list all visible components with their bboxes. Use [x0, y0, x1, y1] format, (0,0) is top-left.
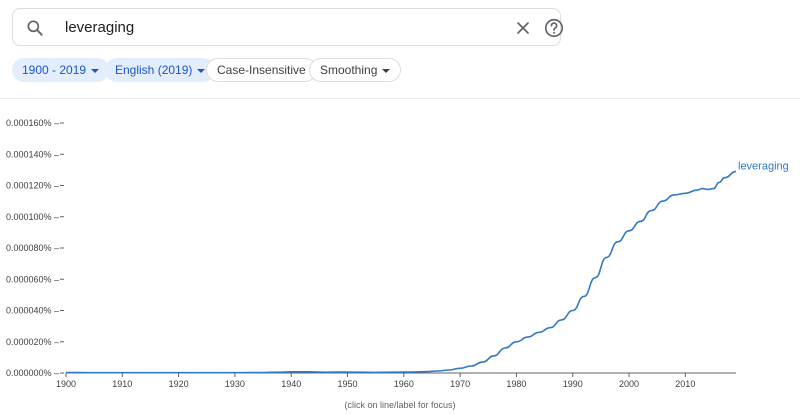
chevron-down-icon: [91, 68, 100, 73]
x-tick-label: 1910: [112, 379, 132, 389]
chevron-down-icon: [382, 68, 391, 73]
case-label: Case-Insensitive: [217, 63, 306, 77]
ngram-chart: 0.000000% – 0.000020% – 0.000040% – 0.00006…: [6, 118, 789, 410]
y-tick-label: 0.000160% –: [6, 118, 59, 128]
corpus-label: English (2019): [115, 63, 193, 77]
year-range-dropdown[interactable]: 1900 - 2019: [12, 58, 110, 82]
x-tick-label: 2000: [619, 379, 639, 389]
x-tick-label: 1970: [450, 379, 470, 389]
chart-footer-note: (click on line/label for focus): [344, 400, 455, 410]
y-tick-label: 0.000000% –: [6, 368, 59, 378]
x-tick-label: 1980: [506, 379, 526, 389]
x-tick-label: 1960: [394, 379, 414, 389]
y-tick-label: 0.000120% –: [6, 181, 59, 191]
x-tick-label: 2010: [675, 379, 695, 389]
x-tick-label: 1930: [225, 379, 245, 389]
y-tick-label: 0.000040% –: [6, 306, 59, 316]
y-tick-label: 0.000060% –: [6, 274, 59, 284]
x-tick-label: 1920: [169, 379, 189, 389]
smoothing-label: Smoothing: [320, 63, 378, 77]
year-range-label: 1900 - 2019: [22, 63, 87, 77]
help-icon[interactable]: [543, 17, 565, 39]
y-tick-label: 0.000140% –: [6, 149, 59, 159]
y-tick-label: 0.000020% –: [6, 337, 59, 347]
divider: [0, 98, 800, 99]
y-tick-label: 0.000080% –: [6, 243, 59, 253]
x-tick-label: 1940: [281, 379, 301, 389]
smoothing-dropdown[interactable]: Smoothing: [309, 58, 402, 82]
chevron-down-icon: [197, 68, 206, 73]
x-tick-label: 1900: [56, 379, 76, 389]
search-input[interactable]: leveraging: [65, 19, 135, 36]
series-label-leveraging[interactable]: leveraging: [738, 160, 789, 172]
x-tick-label: 1950: [337, 379, 357, 389]
y-tick-label: 0.000100% –: [6, 212, 59, 222]
corpus-dropdown[interactable]: English (2019): [105, 58, 216, 82]
x-tick-label: 1990: [563, 379, 583, 389]
search-box[interactable]: leveraging: [12, 8, 564, 46]
series-line-leveraging[interactable]: [65, 170, 737, 374]
search-icon: [27, 20, 43, 36]
case-insensitive-toggle[interactable]: Case-Insensitive: [206, 58, 317, 82]
close-icon[interactable]: [513, 18, 533, 38]
